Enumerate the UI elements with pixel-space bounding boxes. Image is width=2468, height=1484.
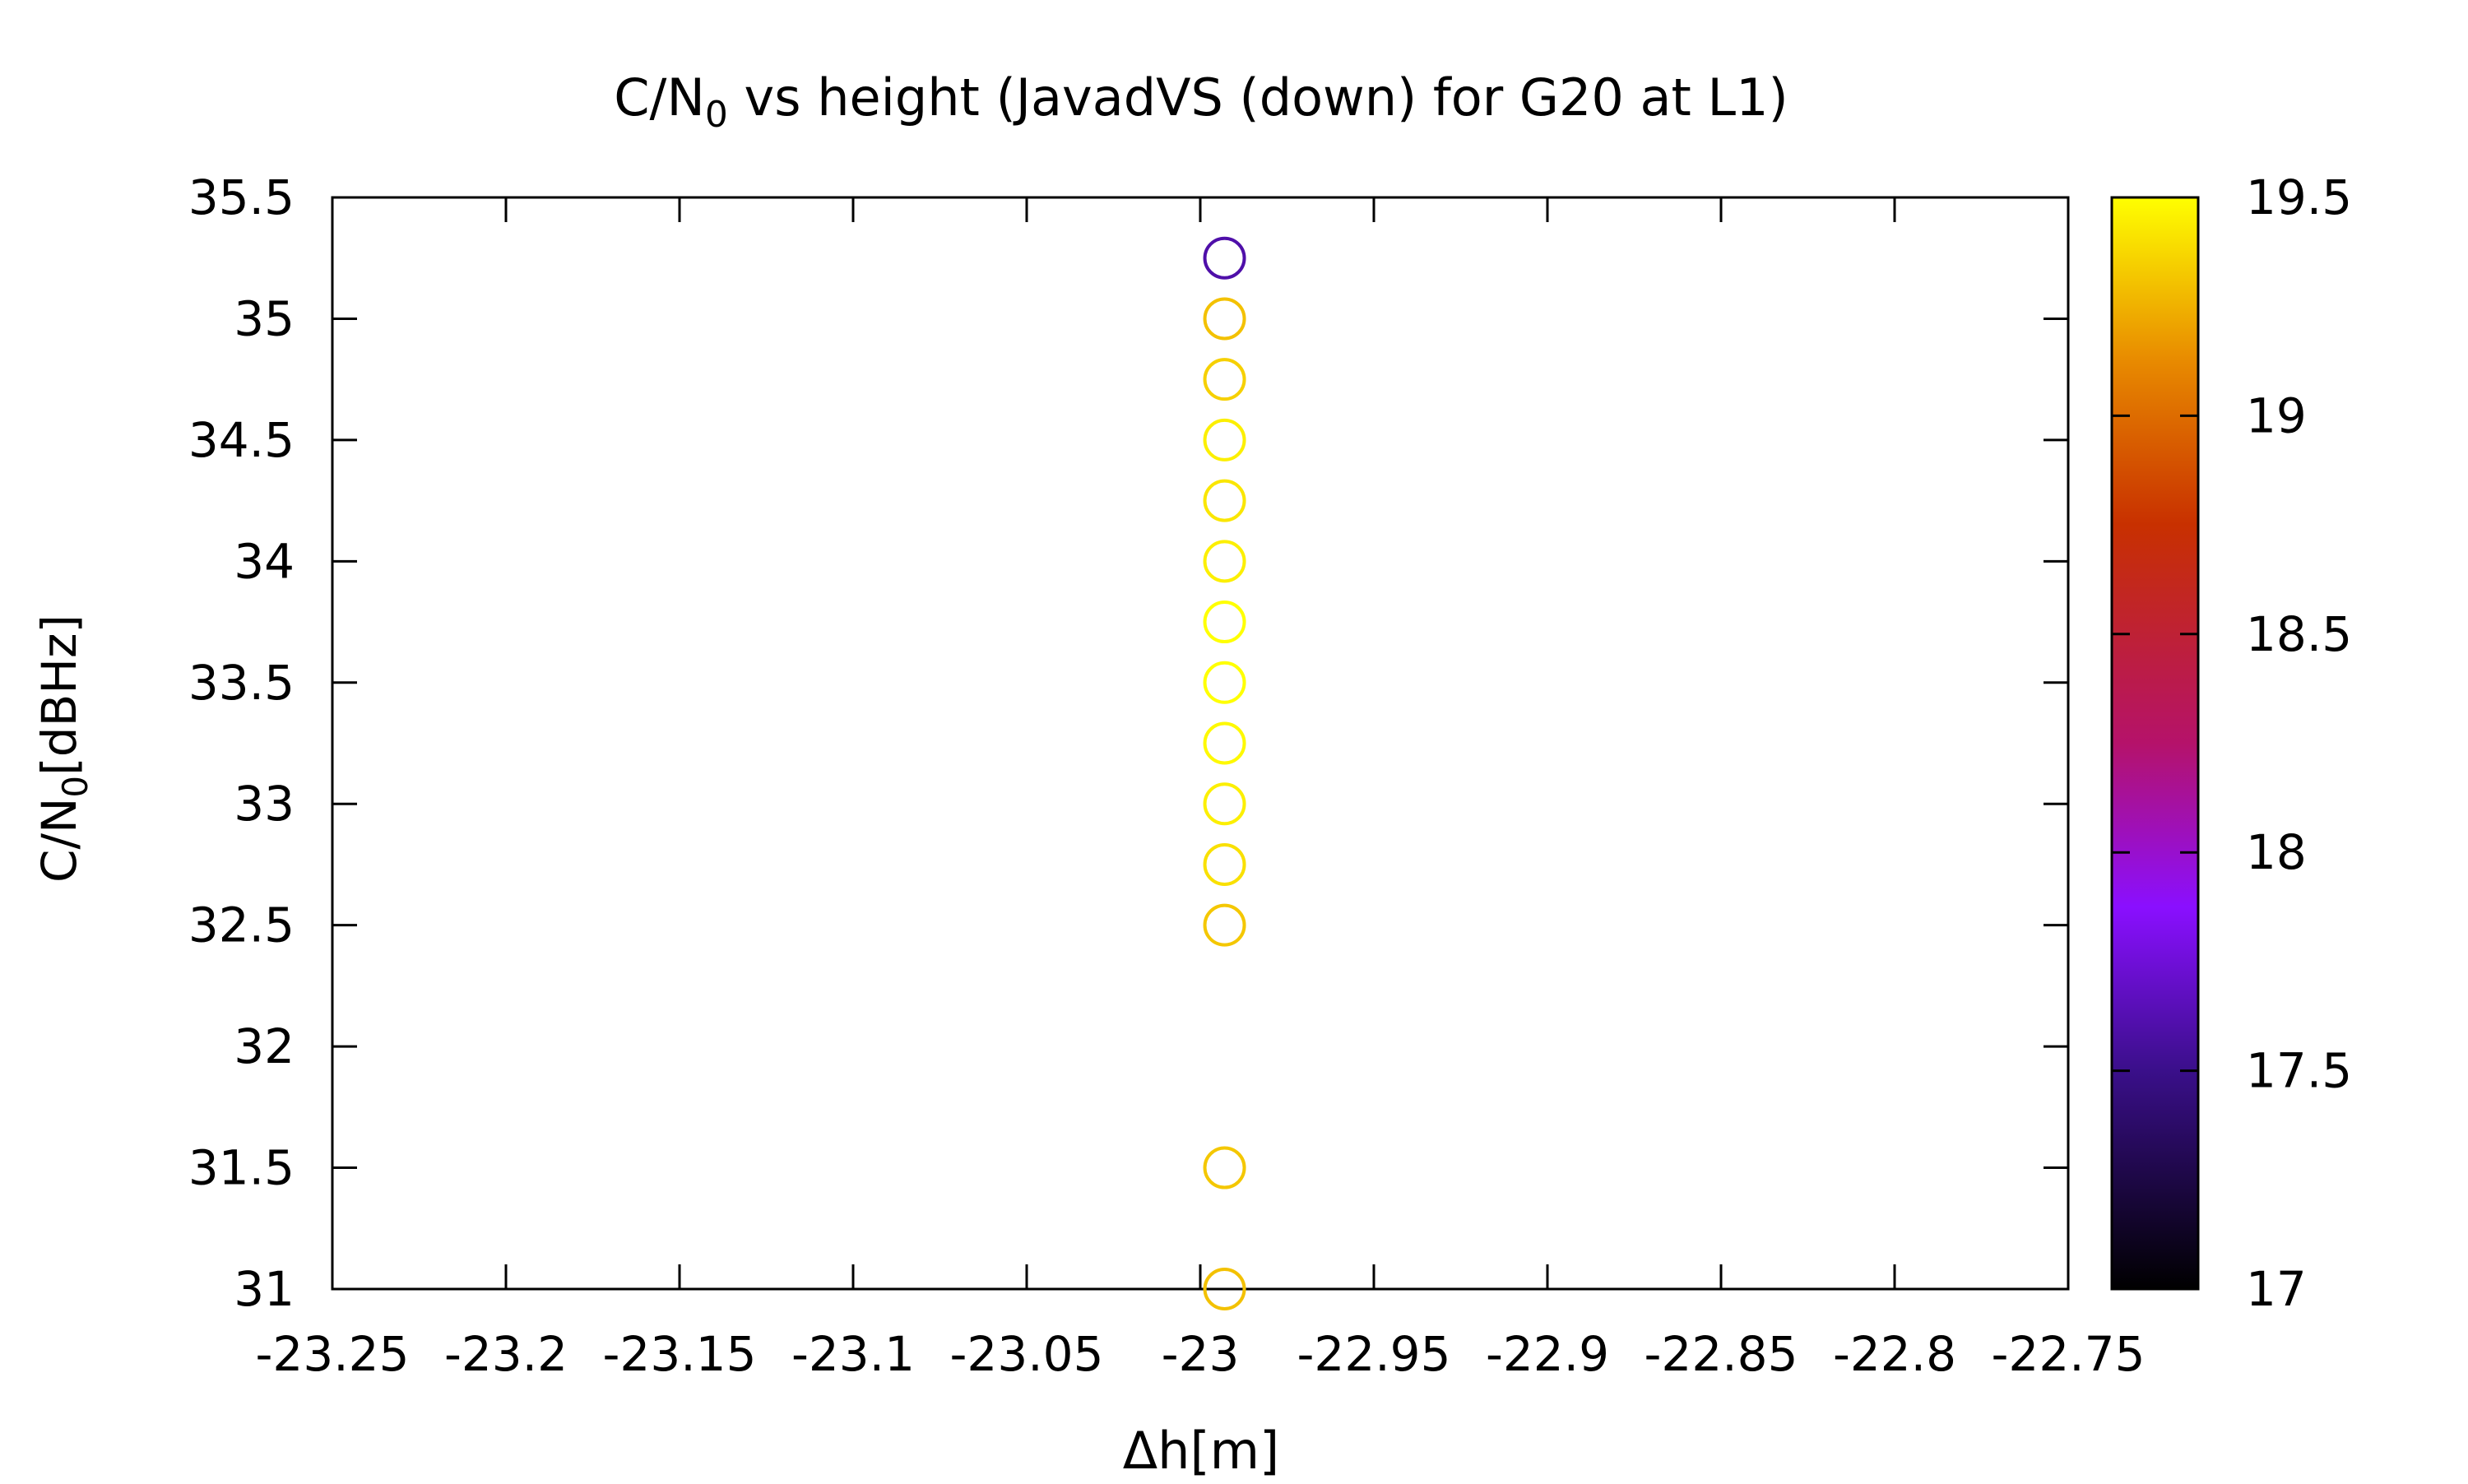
plot-frame: [331, 196, 2070, 1291]
x-tick-label: -23.05: [950, 1326, 1104, 1382]
y-tick-label: 34: [234, 533, 295, 589]
x-tick-label: -22.75: [1992, 1326, 2146, 1382]
data-point: [1203, 479, 1246, 522]
colorbar-tick-label: 17: [2246, 1261, 2307, 1317]
x-tick-label: -22.9: [1486, 1326, 1609, 1382]
colorbar-ticks: 17 17.5 18 18.5 19 19.5: [2112, 169, 2352, 1317]
x-tick-label: -23.15: [603, 1326, 757, 1382]
data-points: [1203, 236, 1246, 1310]
data-point: [1203, 1146, 1246, 1190]
data-point: [1203, 358, 1246, 401]
x-tick-label: -22.95: [1297, 1326, 1451, 1382]
y-ticks: 31 31.5 32 32.5 33 33.5 34 34.5 35 35.5: [188, 169, 2068, 1317]
chart-title-prefix: C/N: [614, 67, 705, 128]
colorbar-tick-label: 17.5: [2246, 1043, 2352, 1099]
colorbar: [2110, 196, 2200, 1291]
y-axis-label: C/N0[dBHz]: [31, 614, 95, 883]
colorbar-tick-label: 19.5: [2246, 169, 2352, 225]
y-axis-label-subscript: 0: [55, 776, 95, 798]
data-point: [1203, 903, 1246, 947]
chart-title: C/N0 vs height (JavadVS (down) for G20 a…: [614, 67, 1788, 136]
x-ticks: -23.25 -23.2 -23.15 -23.1 -23.05 -23 -22.95 -22…: [256, 197, 2146, 1382]
y-tick-label: 34.5: [188, 412, 295, 468]
colorbar-tick-label: 18: [2246, 824, 2307, 880]
y-axis-label-suffix: [dBHz]: [31, 614, 87, 776]
x-tick-label: -23: [1162, 1326, 1240, 1382]
x-tick-label: -23.1: [791, 1326, 915, 1382]
y-tick-label: 31: [234, 1261, 295, 1317]
x-tick-label: -23.2: [444, 1326, 568, 1382]
x-tick-label: -23.25: [256, 1326, 410, 1382]
x-tick-label: -22.8: [1833, 1326, 1956, 1382]
chart-title-subscript: 0: [705, 94, 728, 136]
chart-title-suffix: vs height (JavadVS (down) for G20 at L1): [728, 67, 1788, 128]
y-axis-label-group: C/N0[dBHz]: [31, 614, 95, 883]
data-point: [1203, 236, 1246, 280]
x-axis-label: Δh[m]: [1123, 1421, 1279, 1481]
y-axis-label-prefix: C/N: [31, 798, 87, 883]
y-tick-label: 33: [234, 776, 295, 832]
data-point: [1203, 297, 1246, 341]
data-point: [1203, 418, 1246, 461]
data-point: [1203, 540, 1246, 583]
data-point: [1203, 782, 1246, 826]
data-point: [1203, 842, 1246, 886]
y-tick-label: 31.5: [188, 1140, 295, 1196]
x-tick-label: -22.85: [1645, 1326, 1798, 1382]
colorbar-tick-label: 19: [2246, 387, 2307, 443]
data-point: [1203, 1268, 1246, 1310]
y-tick-label: 33.5: [188, 655, 295, 711]
y-tick-label: 32: [234, 1018, 295, 1074]
data-point: [1203, 721, 1246, 765]
y-tick-label: 35.5: [188, 169, 295, 225]
data-point: [1203, 601, 1246, 644]
y-tick-label: 32.5: [188, 897, 295, 953]
colorbar-tick-label: 18.5: [2246, 606, 2352, 662]
data-point: [1203, 661, 1246, 704]
y-tick-label: 35: [234, 290, 295, 346]
